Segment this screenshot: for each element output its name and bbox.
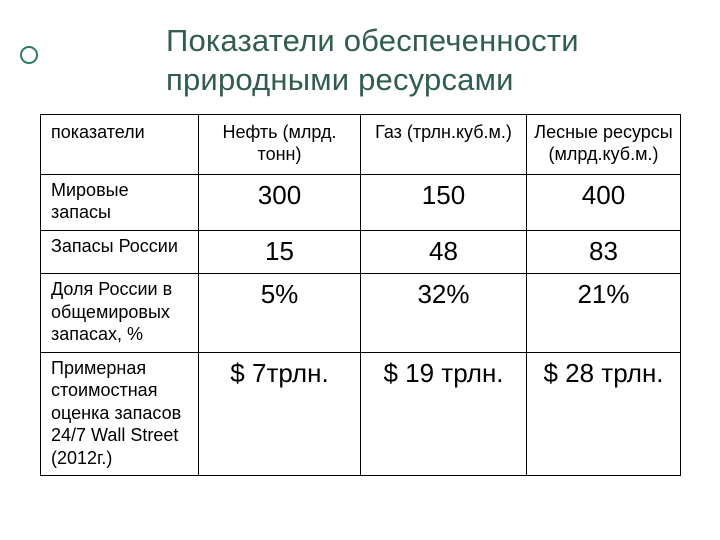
cell-oil: 15 [199,230,361,274]
table-row: Доля России в общемировых запасах, % 5% … [41,274,681,353]
slide-title: Показатели обеспеченности природными рес… [36,22,684,100]
row-label: Запасы России [41,230,199,274]
cell-gas: 150 [361,174,527,230]
row-label: Доля России в общемировых запасах, % [41,274,199,353]
cell-gas: 32% [361,274,527,353]
table-row: Примерная стоимостная оценка запасов 24/… [41,352,681,476]
col-header-forest: Лесные ресурсы (млрд.куб.м.) [527,114,681,174]
slide: Показатели обеспеченности природными рес… [0,0,720,540]
cell-oil: 5% [199,274,361,353]
col-header-gas: Газ (трлн.куб.м.) [361,114,527,174]
table-row: Мировые запасы 300 150 400 [41,174,681,230]
row-label: Примерная стоимостная оценка запасов 24/… [41,352,199,476]
cell-forest: 83 [527,230,681,274]
resources-table: показатели Нефть (млрд. тонн) Газ (трлн.… [40,114,681,477]
col-header-oil: Нефть (млрд. тонн) [199,114,361,174]
col-header-indicator: показатели [41,114,199,174]
cell-oil: $ 7трлн. [199,352,361,476]
table-row: Запасы России 15 48 83 [41,230,681,274]
cell-gas: $ 19 трлн. [361,352,527,476]
title-bullet-icon [20,46,38,64]
cell-oil: 300 [199,174,361,230]
cell-forest: 21% [527,274,681,353]
table-header-row: показатели Нефть (млрд. тонн) Газ (трлн.… [41,114,681,174]
cell-gas: 48 [361,230,527,274]
row-label: Мировые запасы [41,174,199,230]
cell-forest: 400 [527,174,681,230]
cell-forest: $ 28 трлн. [527,352,681,476]
